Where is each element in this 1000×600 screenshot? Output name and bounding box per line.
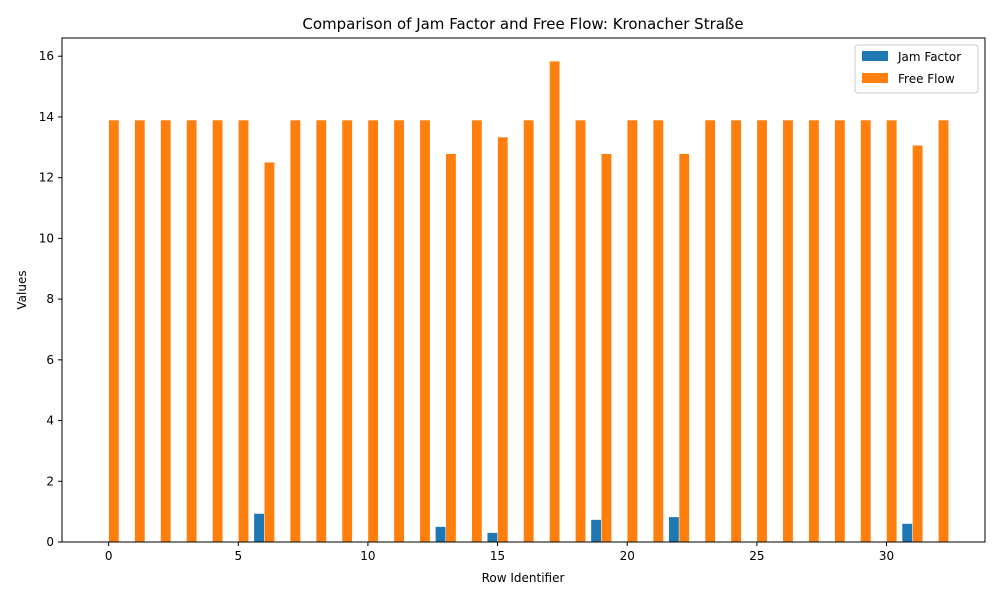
bar-free-flow-32 bbox=[938, 120, 949, 543]
bar-free-flow-27 bbox=[808, 120, 819, 543]
bar-free-flow-19 bbox=[601, 153, 612, 543]
x-ticks: 0 5 10 15 20 25 30 bbox=[105, 542, 894, 563]
bar-free-flow-25 bbox=[757, 120, 767, 543]
bar-free-flow-17 bbox=[549, 61, 560, 542]
bar-free-flow-0 bbox=[108, 120, 119, 543]
y-ticks: 0 2 4 6 8 10 12 14 16 bbox=[39, 49, 62, 549]
legend-swatch-free-flow bbox=[862, 73, 888, 83]
bar-free-flow-20 bbox=[627, 120, 638, 543]
y-tick-label-10: 10 bbox=[39, 231, 54, 245]
legend-label-jam-factor: Jam Factor bbox=[897, 50, 961, 64]
bar-free-flow-26 bbox=[783, 120, 793, 543]
bar-free-flow-1 bbox=[134, 120, 145, 543]
y-tick-label-2: 2 bbox=[46, 474, 54, 488]
bar-free-flow-15 bbox=[497, 137, 508, 542]
x-tick-label-10: 10 bbox=[360, 549, 375, 563]
bar-free-flow-30 bbox=[886, 120, 897, 543]
bar-free-flow-22 bbox=[679, 153, 690, 543]
bar-free-flow-16 bbox=[523, 120, 534, 543]
bars-layer bbox=[108, 61, 949, 543]
bar-jam-factor-19 bbox=[591, 519, 602, 542]
y-tick-label-14: 14 bbox=[39, 110, 54, 124]
chart-title: Comparison of Jam Factor and Free Flow: … bbox=[302, 15, 743, 33]
bar-free-flow-21 bbox=[653, 120, 664, 543]
y-tick-label-16: 16 bbox=[39, 49, 54, 63]
bar-free-flow-10 bbox=[368, 120, 379, 543]
bar-free-flow-29 bbox=[860, 120, 871, 543]
bar-free-flow-3 bbox=[186, 120, 197, 543]
y-tick-label-8: 8 bbox=[46, 292, 54, 306]
axes-layer bbox=[61, 37, 986, 543]
legend-swatch-jam-factor bbox=[862, 51, 888, 61]
x-tick-label-20: 20 bbox=[620, 549, 635, 563]
x-tick-label-0: 0 bbox=[105, 549, 113, 563]
bar-free-flow-18 bbox=[575, 120, 586, 543]
bar-free-flow-5 bbox=[238, 120, 249, 543]
y-axis-title: Values bbox=[15, 270, 29, 309]
y-tick-label-12: 12 bbox=[39, 171, 54, 185]
bar-free-flow-11 bbox=[394, 120, 404, 543]
bar-jam-factor-22 bbox=[668, 517, 679, 542]
bar-free-flow-12 bbox=[420, 120, 430, 543]
bar-free-flow-7 bbox=[290, 120, 301, 543]
bar-free-flow-6 bbox=[264, 162, 275, 542]
y-tick-label-6: 6 bbox=[46, 353, 54, 367]
y-tick-label-4: 4 bbox=[46, 414, 54, 428]
bar-free-flow-23 bbox=[705, 120, 716, 543]
bar-jam-factor-6 bbox=[254, 513, 264, 542]
bar-free-flow-14 bbox=[471, 120, 482, 543]
bar-jam-factor-31 bbox=[902, 523, 913, 542]
bar-free-flow-28 bbox=[834, 120, 845, 543]
bar-free-flow-9 bbox=[342, 120, 353, 543]
x-tick-label-25: 25 bbox=[749, 549, 764, 563]
plot-frame bbox=[61, 37, 986, 543]
bar-free-flow-13 bbox=[445, 153, 456, 543]
bar-jam-factor-15 bbox=[487, 532, 498, 542]
bar-free-flow-8 bbox=[316, 120, 327, 543]
legend-label-free-flow: Free Flow bbox=[898, 72, 955, 86]
legend: Jam Factor Free Flow bbox=[854, 44, 979, 94]
x-tick-label-30: 30 bbox=[879, 549, 894, 563]
bar-free-flow-24 bbox=[731, 120, 742, 543]
x-axis-title: Row Identifier bbox=[482, 571, 565, 585]
y-tick-label-0: 0 bbox=[46, 535, 54, 549]
x-tick-label-5: 5 bbox=[234, 549, 242, 563]
bar-free-flow-2 bbox=[160, 120, 171, 543]
bar-free-flow-31 bbox=[912, 145, 923, 542]
bar-free-flow-4 bbox=[212, 120, 223, 543]
x-tick-label-15: 15 bbox=[490, 549, 505, 563]
bar-jam-factor-13 bbox=[435, 526, 446, 542]
